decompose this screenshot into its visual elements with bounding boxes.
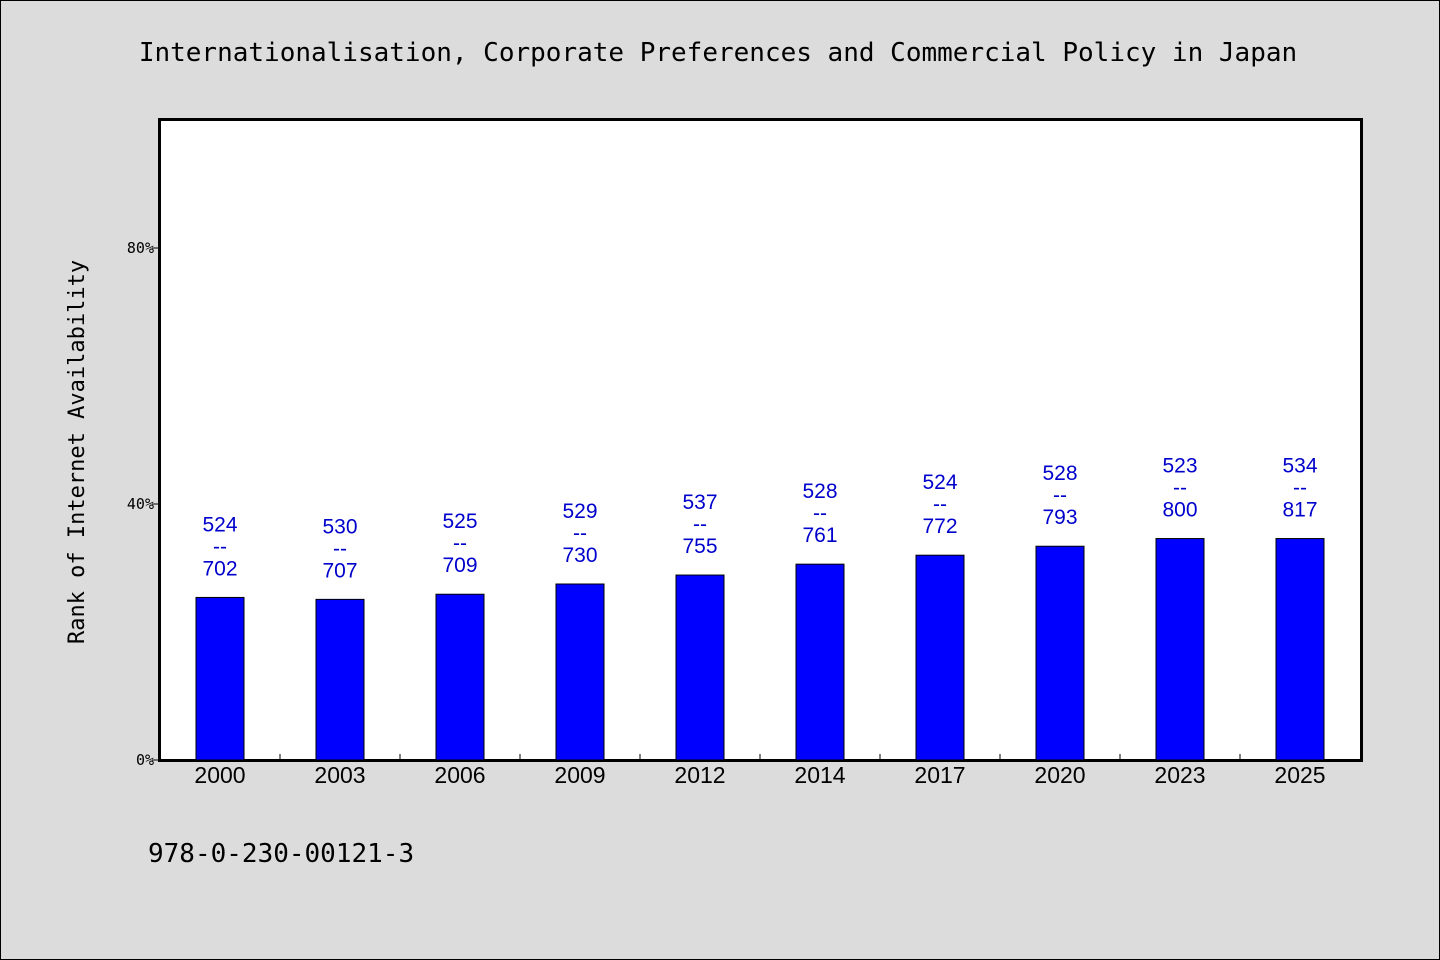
data-label: 528: [802, 480, 837, 503]
data-label: --: [573, 522, 587, 545]
data-label: 707: [322, 559, 357, 582]
bar: [1155, 538, 1205, 761]
data-label: 537: [682, 491, 717, 514]
data-label: 800: [1162, 499, 1197, 522]
data-label: 702: [202, 557, 237, 580]
x-tick-label: 2014: [794, 762, 845, 788]
x-tick-label: 2012: [674, 762, 725, 788]
bar: [195, 596, 245, 761]
data-label: --: [333, 537, 347, 560]
data-label: --: [1053, 484, 1067, 507]
bar: [1275, 538, 1325, 761]
chart-title: Internationalisation, Corporate Preferen…: [139, 38, 1297, 68]
y-tick-label: 0%: [136, 751, 154, 769]
data-label: 772: [922, 515, 957, 538]
data-label: 761: [802, 524, 837, 547]
data-label: --: [933, 493, 947, 516]
data-label: --: [1173, 477, 1187, 500]
x-tick-label: 2020: [1034, 762, 1085, 788]
x-tick-label: 2025: [1274, 762, 1325, 788]
x-tick-label: 2009: [554, 762, 605, 788]
plot-marks: 0%40%80%2000524--7022003530--7072006525-…: [127, 239, 1326, 788]
data-label: 530: [322, 515, 357, 538]
bar: [675, 574, 725, 761]
data-label: 528: [1042, 462, 1077, 485]
data-label: --: [693, 513, 707, 536]
data-label: 524: [202, 513, 237, 536]
bar: [435, 593, 485, 761]
data-label: --: [813, 502, 827, 525]
data-label: 730: [562, 544, 597, 567]
bar: [1035, 545, 1085, 761]
y-tick-label: 80%: [127, 239, 154, 257]
data-label: 709: [442, 554, 477, 577]
data-label: 523: [1162, 455, 1197, 478]
data-label: --: [453, 532, 467, 555]
data-label: 524: [922, 471, 957, 494]
bar: [555, 583, 605, 761]
data-label: 529: [562, 500, 597, 523]
x-tick-label: 2003: [314, 762, 365, 788]
data-label: 793: [1042, 506, 1077, 529]
bar: [315, 598, 365, 761]
bar: [915, 554, 965, 761]
data-label: 817: [1282, 499, 1317, 522]
x-tick-label: 2017: [914, 762, 965, 788]
data-label: 525: [442, 510, 477, 533]
y-tick-label: 40%: [127, 495, 154, 513]
data-label: 534: [1282, 455, 1317, 478]
y-axis-label: Rank of Internet Availability: [65, 260, 90, 644]
x-tick-label: 2023: [1154, 762, 1205, 788]
data-label: --: [213, 535, 227, 558]
data-label: 755: [682, 535, 717, 558]
bar: [795, 563, 845, 761]
x-tick-label: 2000: [194, 762, 245, 788]
data-label: --: [1293, 477, 1307, 500]
isbn-footer: 978-0-230-00121-3: [148, 839, 414, 869]
x-tick-label: 2006: [434, 762, 485, 788]
